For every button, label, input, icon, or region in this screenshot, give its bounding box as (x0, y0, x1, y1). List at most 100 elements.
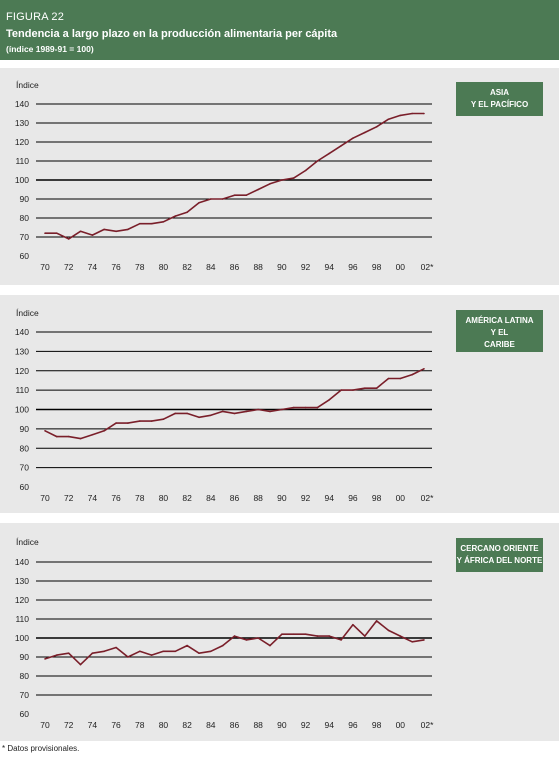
x-tick-label: 76 (111, 720, 121, 730)
data-point (316, 160, 319, 162)
x-tick-label: 94 (325, 262, 335, 272)
data-point (103, 650, 105, 653)
data-point (257, 188, 260, 191)
data-point (139, 222, 141, 225)
data-point (352, 389, 354, 391)
series-line (44, 620, 425, 666)
data-point (411, 112, 414, 115)
chart-panel-asia: Índice 60 70 80 90 100 110 120 130 140 70 72 74 76 78 8… (0, 68, 559, 285)
data-point (245, 194, 248, 196)
data-point (328, 152, 331, 155)
x-tick-label: 78 (135, 262, 145, 272)
y-tick-label: 80 (20, 671, 30, 681)
data-point (186, 211, 188, 214)
region-label-line: CARIBE (484, 340, 515, 349)
data-point (340, 145, 342, 147)
data-point (364, 635, 366, 637)
data-point (91, 433, 94, 436)
x-tick-label: 70 (40, 262, 50, 272)
y-tick-label: 140 (15, 99, 29, 109)
x-tick-label: 72 (64, 720, 74, 730)
footnote: * Datos provisionales. (2, 744, 80, 753)
x-tick-label: 80 (159, 493, 169, 503)
data-point (364, 131, 366, 134)
y-tick-label: 110 (15, 156, 29, 166)
x-tick-label: 90 (277, 493, 287, 503)
data-point (423, 368, 425, 370)
data-point (127, 656, 129, 658)
data-point (139, 650, 141, 653)
x-tick-label: 92 (301, 262, 311, 272)
chart-panel-latin-america: Índice 60 70 80 90 100 110 120 130 140 70 72 74 76 78 8… (0, 295, 559, 513)
x-tick-label: 02* (421, 493, 434, 503)
data-point (399, 635, 402, 637)
region-label-line: Y EL (490, 328, 509, 337)
y-tick-label: 100 (15, 405, 29, 415)
data-point (44, 658, 46, 660)
figure-label: FIGURA 22 (6, 11, 65, 23)
data-point (411, 373, 414, 376)
y-tick-label: 120 (15, 137, 29, 147)
data-point (198, 416, 200, 419)
x-tick-label: 98 (372, 262, 382, 272)
y-tick-label: 130 (15, 576, 29, 586)
data-point (210, 650, 212, 653)
y-tick-label: 70 (20, 463, 30, 473)
data-point (127, 228, 129, 231)
data-point (67, 652, 70, 654)
x-tick-label: 84 (206, 262, 216, 272)
x-tick-label: 82 (182, 262, 192, 272)
x-tick-label: 02* (421, 720, 434, 730)
data-point (174, 650, 177, 653)
data-point (411, 641, 414, 643)
x-tick-label: 78 (135, 720, 145, 730)
x-tick-label: 98 (372, 720, 382, 730)
y-tick-label: 60 (20, 482, 30, 492)
data-point (399, 377, 402, 380)
x-tick-label: 96 (348, 493, 358, 503)
figure-subtitle: (índice 1989-91 = 100) (6, 44, 94, 54)
y-tick-label: 80 (20, 213, 30, 223)
data-point (292, 177, 295, 179)
data-point (210, 198, 212, 200)
data-point (352, 623, 354, 626)
data-point (221, 644, 224, 647)
x-tick-label: 74 (88, 262, 98, 272)
data-point (233, 412, 236, 415)
y-tick-label: 140 (15, 327, 29, 337)
x-tick-label: 86 (230, 493, 240, 503)
x-tick-label: 72 (64, 262, 74, 272)
data-point (281, 179, 283, 181)
y-tick-label: 90 (20, 194, 30, 204)
data-point (103, 430, 105, 432)
data-point (139, 420, 141, 422)
data-point (67, 435, 70, 438)
x-tick-label: 70 (40, 720, 50, 730)
x-tick-label: 72 (64, 493, 74, 503)
data-point (67, 238, 70, 240)
x-tick-label: 98 (372, 493, 382, 503)
x-tick-label: 88 (253, 493, 263, 503)
x-tick-label: 94 (325, 720, 335, 730)
data-point (281, 408, 283, 411)
y-tick-label: 140 (15, 557, 29, 567)
chart-asia: Índice 60 70 80 90 100 110 120 130 140 70 72 74 76 78 8… (15, 80, 434, 272)
data-point (304, 633, 307, 635)
x-tick-label: 74 (88, 493, 98, 503)
y-tick-label: 90 (20, 652, 30, 662)
x-tick-label: 94 (325, 493, 335, 503)
data-point (56, 654, 58, 656)
x-tick-label: 96 (348, 720, 358, 730)
data-point (328, 399, 331, 401)
y-tick-label: 130 (15, 346, 29, 356)
data-point (115, 646, 117, 649)
x-tick-label: 82 (182, 720, 192, 730)
data-point (399, 114, 402, 117)
data-point (375, 126, 378, 128)
chart-panel-near-east: Índice 60 70 80 90 100 110 120 130 140 70 72 74 76 78 8… (0, 523, 559, 741)
x-tick-label: 88 (253, 262, 263, 272)
data-point (387, 118, 390, 120)
chart-near-east: Índice 60 70 80 90 100 110 120 130 140 70 72 74 76 78 8… (15, 537, 434, 730)
y-axis-label: Índice (16, 537, 39, 547)
data-point (304, 169, 307, 172)
